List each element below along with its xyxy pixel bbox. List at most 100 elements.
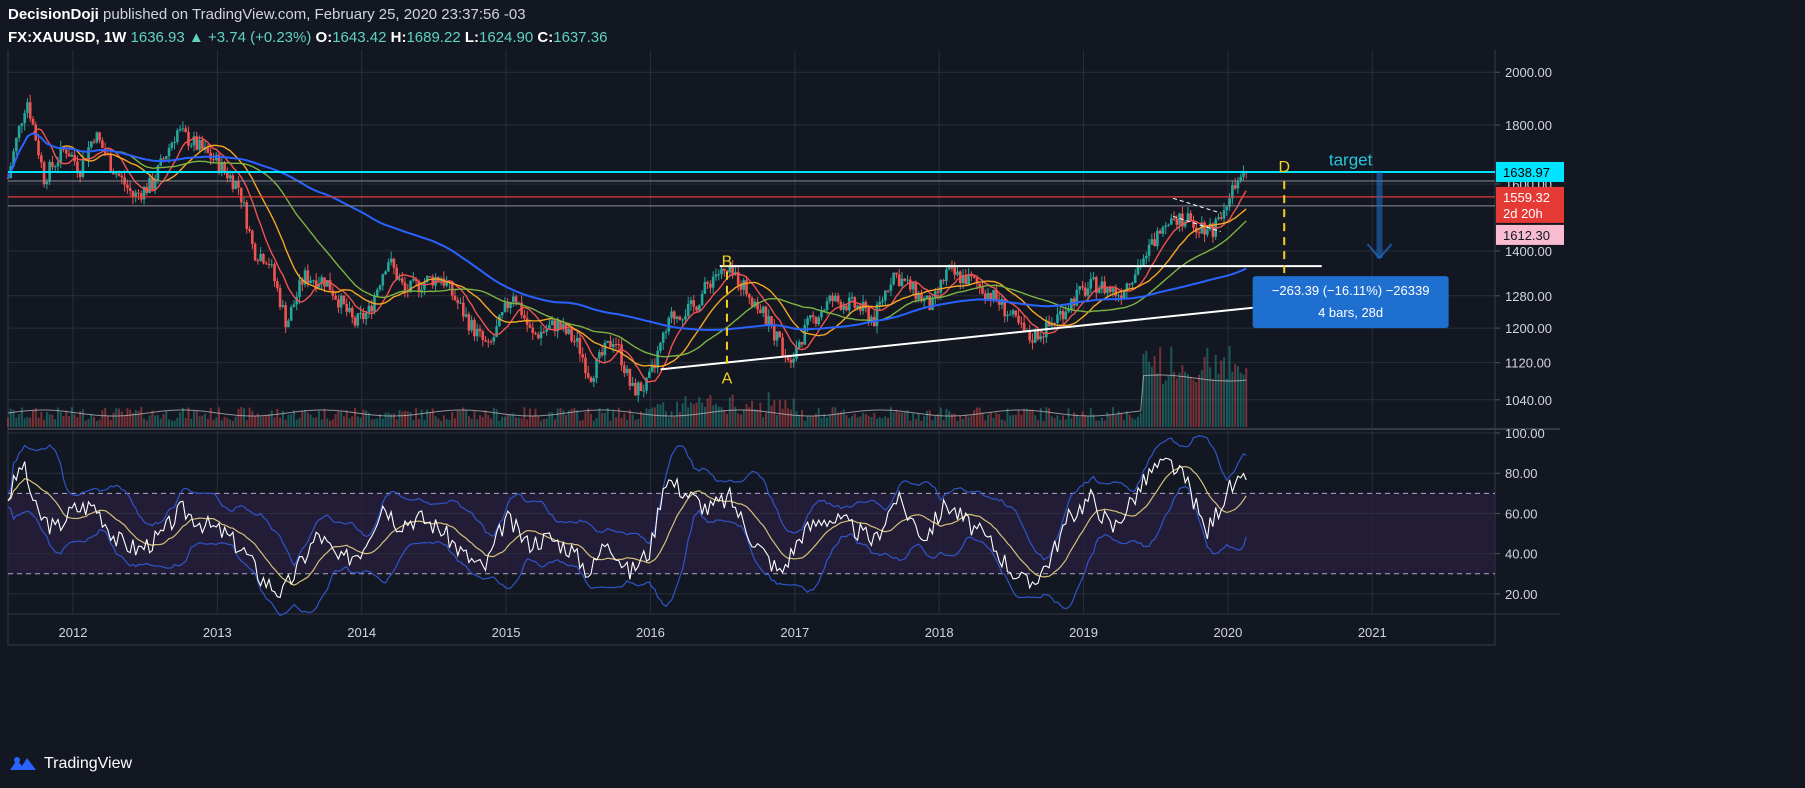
volume-bar bbox=[165, 410, 168, 427]
volume-bar bbox=[856, 417, 859, 427]
candle-body bbox=[775, 331, 779, 341]
candle-body bbox=[897, 274, 901, 287]
volume-bar bbox=[873, 412, 876, 427]
volume-bar bbox=[1242, 374, 1245, 427]
candle-body bbox=[906, 279, 909, 281]
candle-body bbox=[195, 136, 199, 150]
candle-body bbox=[834, 295, 837, 302]
volume-bar bbox=[973, 410, 976, 427]
last-price: 1636.93 bbox=[130, 29, 185, 46]
candle-body bbox=[681, 319, 684, 321]
candle-body bbox=[578, 337, 582, 355]
volume-bar bbox=[306, 412, 309, 427]
publish-text: published on TradingView.com, February 2… bbox=[98, 6, 526, 23]
volume-bar bbox=[315, 417, 318, 427]
candle-body bbox=[1100, 281, 1104, 289]
volume-bar bbox=[506, 414, 509, 427]
candle-body bbox=[350, 307, 354, 318]
volume-bar bbox=[1070, 418, 1073, 427]
volume-bar bbox=[670, 411, 673, 427]
candle-body bbox=[53, 166, 57, 168]
candle-body bbox=[1017, 315, 1020, 323]
volume-bar bbox=[48, 414, 51, 427]
candle-body bbox=[417, 280, 421, 292]
volume-bar bbox=[595, 418, 598, 427]
candle-body bbox=[736, 272, 740, 286]
volume-bar bbox=[909, 420, 912, 427]
candle-body bbox=[1189, 213, 1193, 221]
candle-body bbox=[314, 280, 318, 288]
candle-body bbox=[889, 284, 893, 291]
candle-body bbox=[245, 202, 249, 229]
author-name[interactable]: DecisionDoji bbox=[8, 6, 99, 23]
candle-body bbox=[1014, 310, 1018, 316]
tradingview-logo-icon[interactable] bbox=[8, 754, 38, 774]
candle-body bbox=[797, 341, 801, 348]
volume-bar bbox=[553, 419, 556, 427]
candle-body bbox=[942, 280, 945, 282]
candle-body bbox=[1106, 288, 1109, 294]
volume-bar bbox=[1064, 419, 1067, 427]
candle-body bbox=[264, 263, 268, 265]
price-chart[interactable]: 2012 2013 2014 2015 2016 2017 2018 2019 2020 2021… bbox=[0, 50, 1805, 750]
volume-bar bbox=[179, 412, 182, 427]
volume-bar bbox=[434, 416, 437, 427]
candle-body bbox=[234, 181, 237, 189]
candle-body bbox=[1028, 330, 1031, 341]
candle-body bbox=[1097, 288, 1101, 293]
candle-body bbox=[1197, 232, 1201, 234]
volume-bar bbox=[556, 408, 559, 427]
volume-bar bbox=[592, 420, 595, 427]
volume-bar bbox=[1081, 411, 1084, 427]
candle-body bbox=[109, 154, 113, 171]
volume-bar bbox=[1109, 414, 1112, 427]
volume-bar bbox=[634, 420, 637, 427]
low-label: L: bbox=[464, 29, 480, 46]
volume-bar bbox=[123, 415, 126, 427]
candle-body bbox=[742, 280, 746, 290]
volume-bar bbox=[1164, 380, 1167, 427]
candle-body bbox=[953, 267, 957, 275]
volume-bar bbox=[784, 400, 787, 427]
volume-bar bbox=[40, 411, 43, 427]
candle-body bbox=[481, 331, 485, 340]
candle-body bbox=[1136, 266, 1140, 275]
volume-bar bbox=[728, 397, 731, 427]
volume-bar bbox=[606, 407, 609, 427]
price-badge-label: 1612.30 bbox=[1503, 228, 1550, 243]
volume-bar bbox=[1178, 372, 1181, 427]
candle-body bbox=[1203, 222, 1206, 235]
volume-bar bbox=[376, 418, 379, 427]
candle-body bbox=[300, 280, 304, 285]
oscillator-band-fill bbox=[8, 493, 1495, 574]
candle-body bbox=[364, 312, 368, 320]
candle-body bbox=[970, 274, 973, 277]
volume-bar bbox=[1153, 356, 1156, 427]
oscillator-upper-envelope bbox=[7, 435, 1247, 567]
candle-body bbox=[761, 306, 765, 313]
volume-bar bbox=[465, 410, 468, 427]
brand-name[interactable]: TradingView bbox=[44, 755, 133, 772]
candle-body bbox=[1036, 330, 1040, 340]
candle-body bbox=[548, 325, 551, 330]
volume-bar bbox=[462, 407, 465, 427]
candle-body bbox=[228, 175, 232, 179]
candle-body bbox=[498, 315, 501, 327]
volume-bar bbox=[473, 411, 476, 427]
volume-bar bbox=[1145, 350, 1148, 427]
candle-body bbox=[670, 311, 673, 318]
candle-body bbox=[1161, 227, 1165, 234]
candle-body bbox=[273, 264, 276, 282]
candle-body bbox=[750, 297, 754, 307]
candle-body bbox=[1131, 282, 1134, 285]
volume-bar bbox=[834, 407, 837, 427]
volume-bar bbox=[598, 408, 601, 427]
volume-bar bbox=[1220, 360, 1223, 427]
volume-bar bbox=[859, 416, 862, 427]
volume-bar bbox=[1042, 420, 1045, 427]
candle-body bbox=[81, 158, 85, 177]
volume-bar bbox=[703, 406, 706, 427]
candle-body bbox=[978, 283, 982, 288]
candle-body bbox=[509, 301, 512, 309]
volume-bar bbox=[404, 410, 407, 427]
